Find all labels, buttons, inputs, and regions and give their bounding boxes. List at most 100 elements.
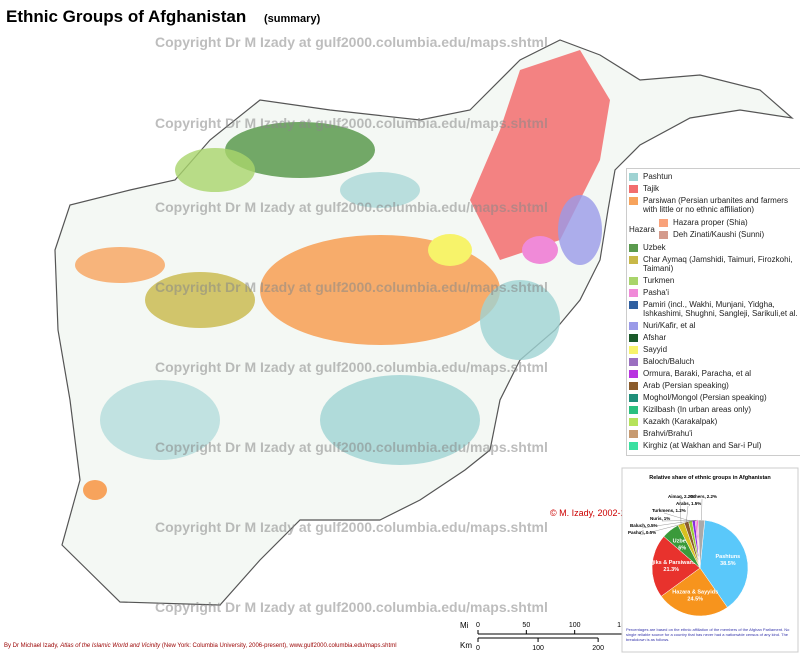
scale-km-label: Km xyxy=(460,641,472,650)
pie-leader xyxy=(641,520,696,529)
pie-label: Baluch,0.5% xyxy=(630,523,658,528)
legend-label: Moghol/Mongol (Persian speaking) xyxy=(643,393,767,402)
legend-item: Uzbek xyxy=(629,243,800,252)
legend-swatch xyxy=(629,334,638,342)
pie-slice xyxy=(697,519,706,569)
pie-label-value: 1% xyxy=(664,516,671,521)
watermark: Copyright Dr M Izady at gulf2000.columbi… xyxy=(155,599,548,615)
legend-item: Pashtun xyxy=(629,172,800,181)
legend-group-items: Hazara proper (Shia) Deh Zinati/Kaushi (S… xyxy=(659,217,764,242)
pie-value-label: 24.5% xyxy=(687,596,703,602)
legend-item: Brahvi/Brahu'i xyxy=(629,429,800,438)
legend-swatch xyxy=(629,430,638,438)
pie-label-value: 2.2% xyxy=(707,494,717,499)
pie-label-value: 0.5% xyxy=(647,523,657,528)
pie-label: Uzbeks xyxy=(673,538,692,544)
pie-leader xyxy=(701,498,703,521)
pie-leader xyxy=(661,520,694,522)
pie-label-name: Pasha'i, xyxy=(628,530,645,535)
pie-label: Tajiks & Parsiwans xyxy=(647,560,696,566)
legend-swatch xyxy=(629,173,638,181)
legend-swatch xyxy=(629,197,638,205)
pie-label: Hazara & Sayyids xyxy=(672,589,718,595)
legend-label: Nuri/Kafir, et al xyxy=(643,321,696,330)
pie-label-name: Nuris, xyxy=(650,516,663,521)
copyright: © M. Izady, 2002-2022 xyxy=(550,508,641,518)
pie-slice xyxy=(699,519,749,608)
legend-swatch xyxy=(629,256,638,264)
legend-label: Char Aymaq (Jamshidi, Taimuri, Firozkohi… xyxy=(643,255,793,273)
legend-swatch xyxy=(629,442,638,450)
scale-tick-label: 100 xyxy=(569,622,581,629)
legend-label: Turkmen xyxy=(643,276,675,285)
legend-group: Hazara Hazara proper (Shia) Deh Zinati/Kau… xyxy=(629,217,800,242)
pie-label-name: Turkmens, xyxy=(652,508,674,513)
pie-label: Arabs,1.5% xyxy=(676,501,701,506)
legend-label: Sayyid xyxy=(643,345,668,354)
country xyxy=(54,39,794,606)
pie-leader xyxy=(663,512,691,522)
title: Ethnic Groups of Afghanistan xyxy=(6,7,246,26)
pie-note-box: Percentages are based on the ethnic affi… xyxy=(626,628,789,642)
legend-label: Parsiwan (Persian urbanites and farmers … xyxy=(643,196,788,214)
watermark: Copyright Dr M Izady at gulf2000.columbi… xyxy=(155,359,548,375)
legend-label: Kizilbash (In urban areas only) xyxy=(643,405,752,414)
pie-label-value: 2.2% xyxy=(684,494,694,499)
legend-swatch xyxy=(629,346,638,354)
legend-label: Tajik xyxy=(643,184,660,193)
legend-swatch xyxy=(629,277,638,285)
legend-label: Ormura, Baraki, Paracha, et al xyxy=(643,369,752,378)
legend-item: Tajik xyxy=(629,184,800,193)
pie-label-name: Baluch, xyxy=(630,523,646,528)
legend-label: Brahvi/Brahu'i xyxy=(643,429,693,438)
legend-swatch xyxy=(629,418,638,426)
legend-swatch xyxy=(629,244,638,252)
legend-item: Baloch/Baluch xyxy=(629,357,800,366)
watermark: Copyright Dr M Izady at gulf2000.columbi… xyxy=(155,34,548,50)
legend-item: Sayyid xyxy=(629,345,800,354)
pie-label-name: Arabs, xyxy=(676,501,690,506)
pie-leader xyxy=(639,519,698,536)
legend-item: Turkmen xyxy=(629,276,800,285)
legend-item: Arab (Persian speaking) xyxy=(629,381,800,390)
pie-label-name: Others, xyxy=(690,494,706,499)
legend-swatch xyxy=(629,322,638,330)
legend-label: Deh Zinati/Kaushi (Sunni) xyxy=(673,230,765,239)
legend: Pashtun Tajik Parsiwan (Persian urbanites … xyxy=(626,168,800,456)
watermark: Copyright Dr M Izady at gulf2000.columbi… xyxy=(155,115,548,131)
pie-slice xyxy=(651,536,701,597)
legend-swatch xyxy=(659,219,668,227)
watermark: Copyright Dr M Izady at gulf2000.columbi… xyxy=(155,279,548,295)
legend-item: Deh Zinati/Kaushi (Sunni) xyxy=(659,230,764,239)
legend-label: Pasha'i xyxy=(643,288,669,297)
legend-label: Kirghiz (at Wakhan and Sar-i Pul) xyxy=(643,441,762,450)
legend-label: Kazakh (Karakalpak) xyxy=(643,417,718,426)
scale-tick-label: 100 xyxy=(532,645,544,652)
pie-slice xyxy=(660,567,728,617)
legend-item: Moghol/Mongol (Persian speaking) xyxy=(629,393,800,402)
legend-label: Arab (Persian speaking) xyxy=(643,381,729,390)
legend-swatch xyxy=(629,358,638,366)
legend-swatch xyxy=(629,301,638,309)
legend-swatch xyxy=(629,394,638,402)
scale-mi-label: Mi xyxy=(460,621,469,630)
legend-item: Nuri/Kafir, et al xyxy=(629,321,800,330)
pie-leader xyxy=(679,498,682,524)
footer: By Dr Michael Izady, Atlas of the Islami… xyxy=(4,643,397,649)
legend-item: Ormura, Baraki, Paracha, et al xyxy=(629,369,800,378)
footer-author: By Dr Michael Izady, xyxy=(4,643,59,649)
pie-label-value: 1.2% xyxy=(675,508,685,513)
watermark: Copyright Dr M Izady at gulf2000.columbi… xyxy=(155,439,548,455)
legend-swatch xyxy=(659,231,668,239)
legend-item: Pasha'i xyxy=(629,288,800,297)
legend-item: Hazara proper (Shia) xyxy=(659,218,764,227)
pie-label-name: Aimaq, xyxy=(668,494,683,499)
subtitle: (summary) xyxy=(264,13,321,25)
scale-tick-label: 0 xyxy=(476,622,480,629)
scale-tick-label: 50 xyxy=(522,622,530,629)
legend-label: Baloch/Baluch xyxy=(643,357,695,366)
legend-swatch xyxy=(629,406,638,414)
scale-tick-label: 0 xyxy=(476,645,480,652)
footer-publisher: (New York: Columbia University, 2006-pre… xyxy=(162,643,397,649)
